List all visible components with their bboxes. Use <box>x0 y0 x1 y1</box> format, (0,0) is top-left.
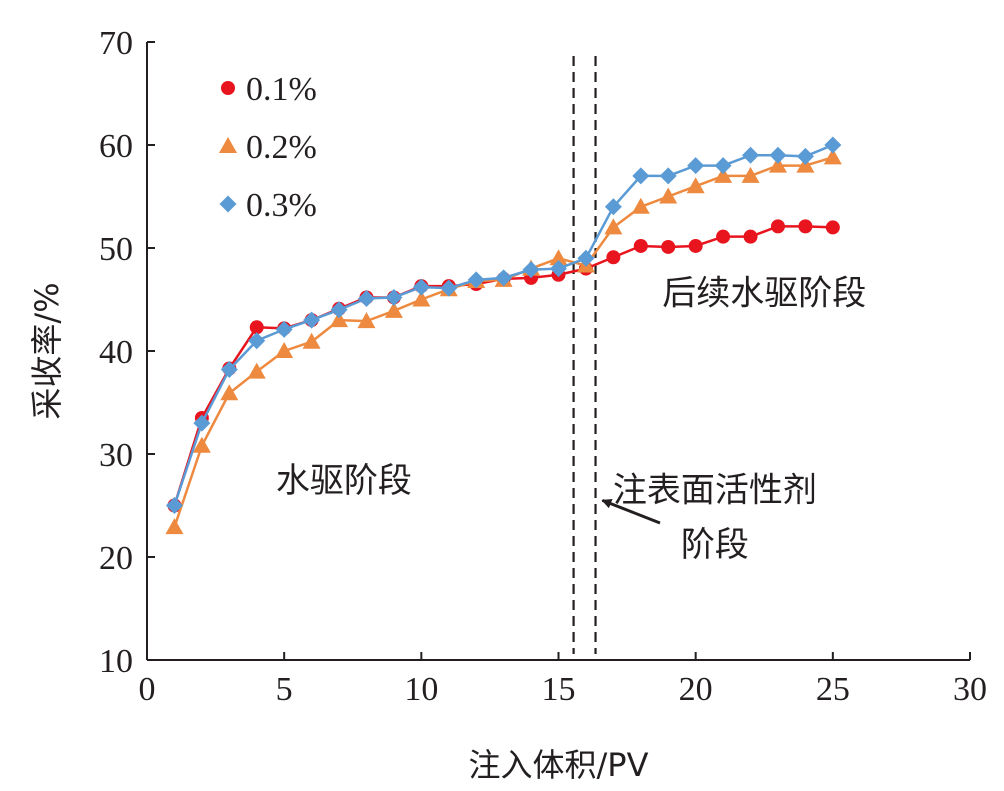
y-tick-label: 70 <box>99 25 133 62</box>
data-point <box>687 157 705 175</box>
data-point <box>467 271 485 289</box>
annotations: 水驱阶段 注表面活性剂 阶段 后续水驱阶段 <box>276 274 866 565</box>
data-point <box>330 301 348 319</box>
data-point <box>716 229 731 244</box>
data-point <box>796 147 814 165</box>
data-point <box>798 219 813 234</box>
data-point <box>165 497 183 514</box>
legend-label: 0.3% <box>246 187 317 224</box>
data-point <box>604 198 622 216</box>
data-point <box>357 312 376 329</box>
data-point <box>769 146 787 164</box>
data-point <box>247 362 266 379</box>
data-point <box>633 238 648 253</box>
data-point <box>577 249 595 267</box>
data-point <box>302 332 321 349</box>
data-point <box>550 260 567 278</box>
data-point <box>495 269 513 287</box>
data-point <box>330 311 349 328</box>
y-tick-label: 20 <box>99 540 133 577</box>
annotation-water-flood: 水驱阶段 <box>276 461 412 501</box>
x-tick-label: 25 <box>816 671 850 708</box>
series-layer <box>165 136 842 535</box>
series-3 <box>165 136 842 514</box>
series-line <box>173 225 833 506</box>
data-point <box>248 332 266 350</box>
data-point <box>440 279 458 297</box>
y-tick-label: 40 <box>99 334 133 371</box>
x-tick-label: 20 <box>679 671 713 708</box>
data-point <box>824 136 842 154</box>
x-tick-label: 10 <box>404 671 438 708</box>
legend-marker <box>219 137 237 153</box>
axes: 0 5 10 15 20 25 30 10 20 30 40 50 60 70 <box>99 25 987 708</box>
data-point <box>742 146 760 164</box>
data-point <box>192 436 211 453</box>
data-point <box>770 219 785 234</box>
annotation-surfactant-line2: 阶段 <box>681 525 749 565</box>
y-tick-label: 10 <box>99 643 133 680</box>
data-point <box>743 229 758 244</box>
data-point <box>659 167 677 185</box>
y-tick-label: 60 <box>99 128 133 165</box>
data-point <box>659 187 678 204</box>
data-point <box>385 288 403 306</box>
data-point <box>606 250 621 265</box>
data-point <box>768 156 787 173</box>
data-point <box>275 342 294 358</box>
data-point <box>193 414 211 432</box>
data-point <box>825 220 840 235</box>
legend-label: 0.1% <box>246 71 317 108</box>
data-point <box>275 320 293 338</box>
x-tick-label: 15 <box>542 671 576 708</box>
annotation-arrow <box>601 498 661 525</box>
annotation-surfactant-line1: 注表面活性剂 <box>613 470 817 510</box>
data-point <box>249 320 264 335</box>
data-point <box>823 148 842 165</box>
y-axis-title: 采收率/% <box>28 282 66 419</box>
data-point <box>549 249 568 266</box>
legend: 0.1% 0.2% 0.3% <box>219 71 317 224</box>
x-tick-label: 30 <box>953 671 987 708</box>
legend-label: 0.2% <box>246 129 317 166</box>
x-tick-label: 0 <box>139 671 156 708</box>
data-point <box>741 166 760 183</box>
x-axis-title: 注入体积/PV <box>469 746 649 784</box>
data-point <box>412 290 431 307</box>
legend-marker <box>221 81 235 95</box>
legend-marker <box>219 195 237 213</box>
series-1 <box>167 219 840 513</box>
data-point <box>357 289 375 307</box>
data-point <box>604 218 623 235</box>
data-point <box>714 166 733 183</box>
reference-lines <box>572 56 597 654</box>
data-point <box>632 167 650 185</box>
data-point <box>661 239 676 254</box>
data-point <box>412 278 430 296</box>
data-point <box>165 518 184 535</box>
data-point <box>220 361 238 379</box>
data-point <box>303 311 321 329</box>
y-tick-label: 30 <box>99 437 133 474</box>
data-point <box>522 261 540 279</box>
data-point <box>384 301 403 318</box>
data-point <box>714 157 732 175</box>
data-point <box>631 197 650 214</box>
data-point <box>686 177 705 194</box>
data-point <box>688 238 703 253</box>
y-tick-label: 50 <box>99 231 133 268</box>
data-point <box>220 384 239 401</box>
x-tick-label: 5 <box>276 671 293 708</box>
annotation-post-water-flood: 后续水驱阶段 <box>662 274 866 314</box>
